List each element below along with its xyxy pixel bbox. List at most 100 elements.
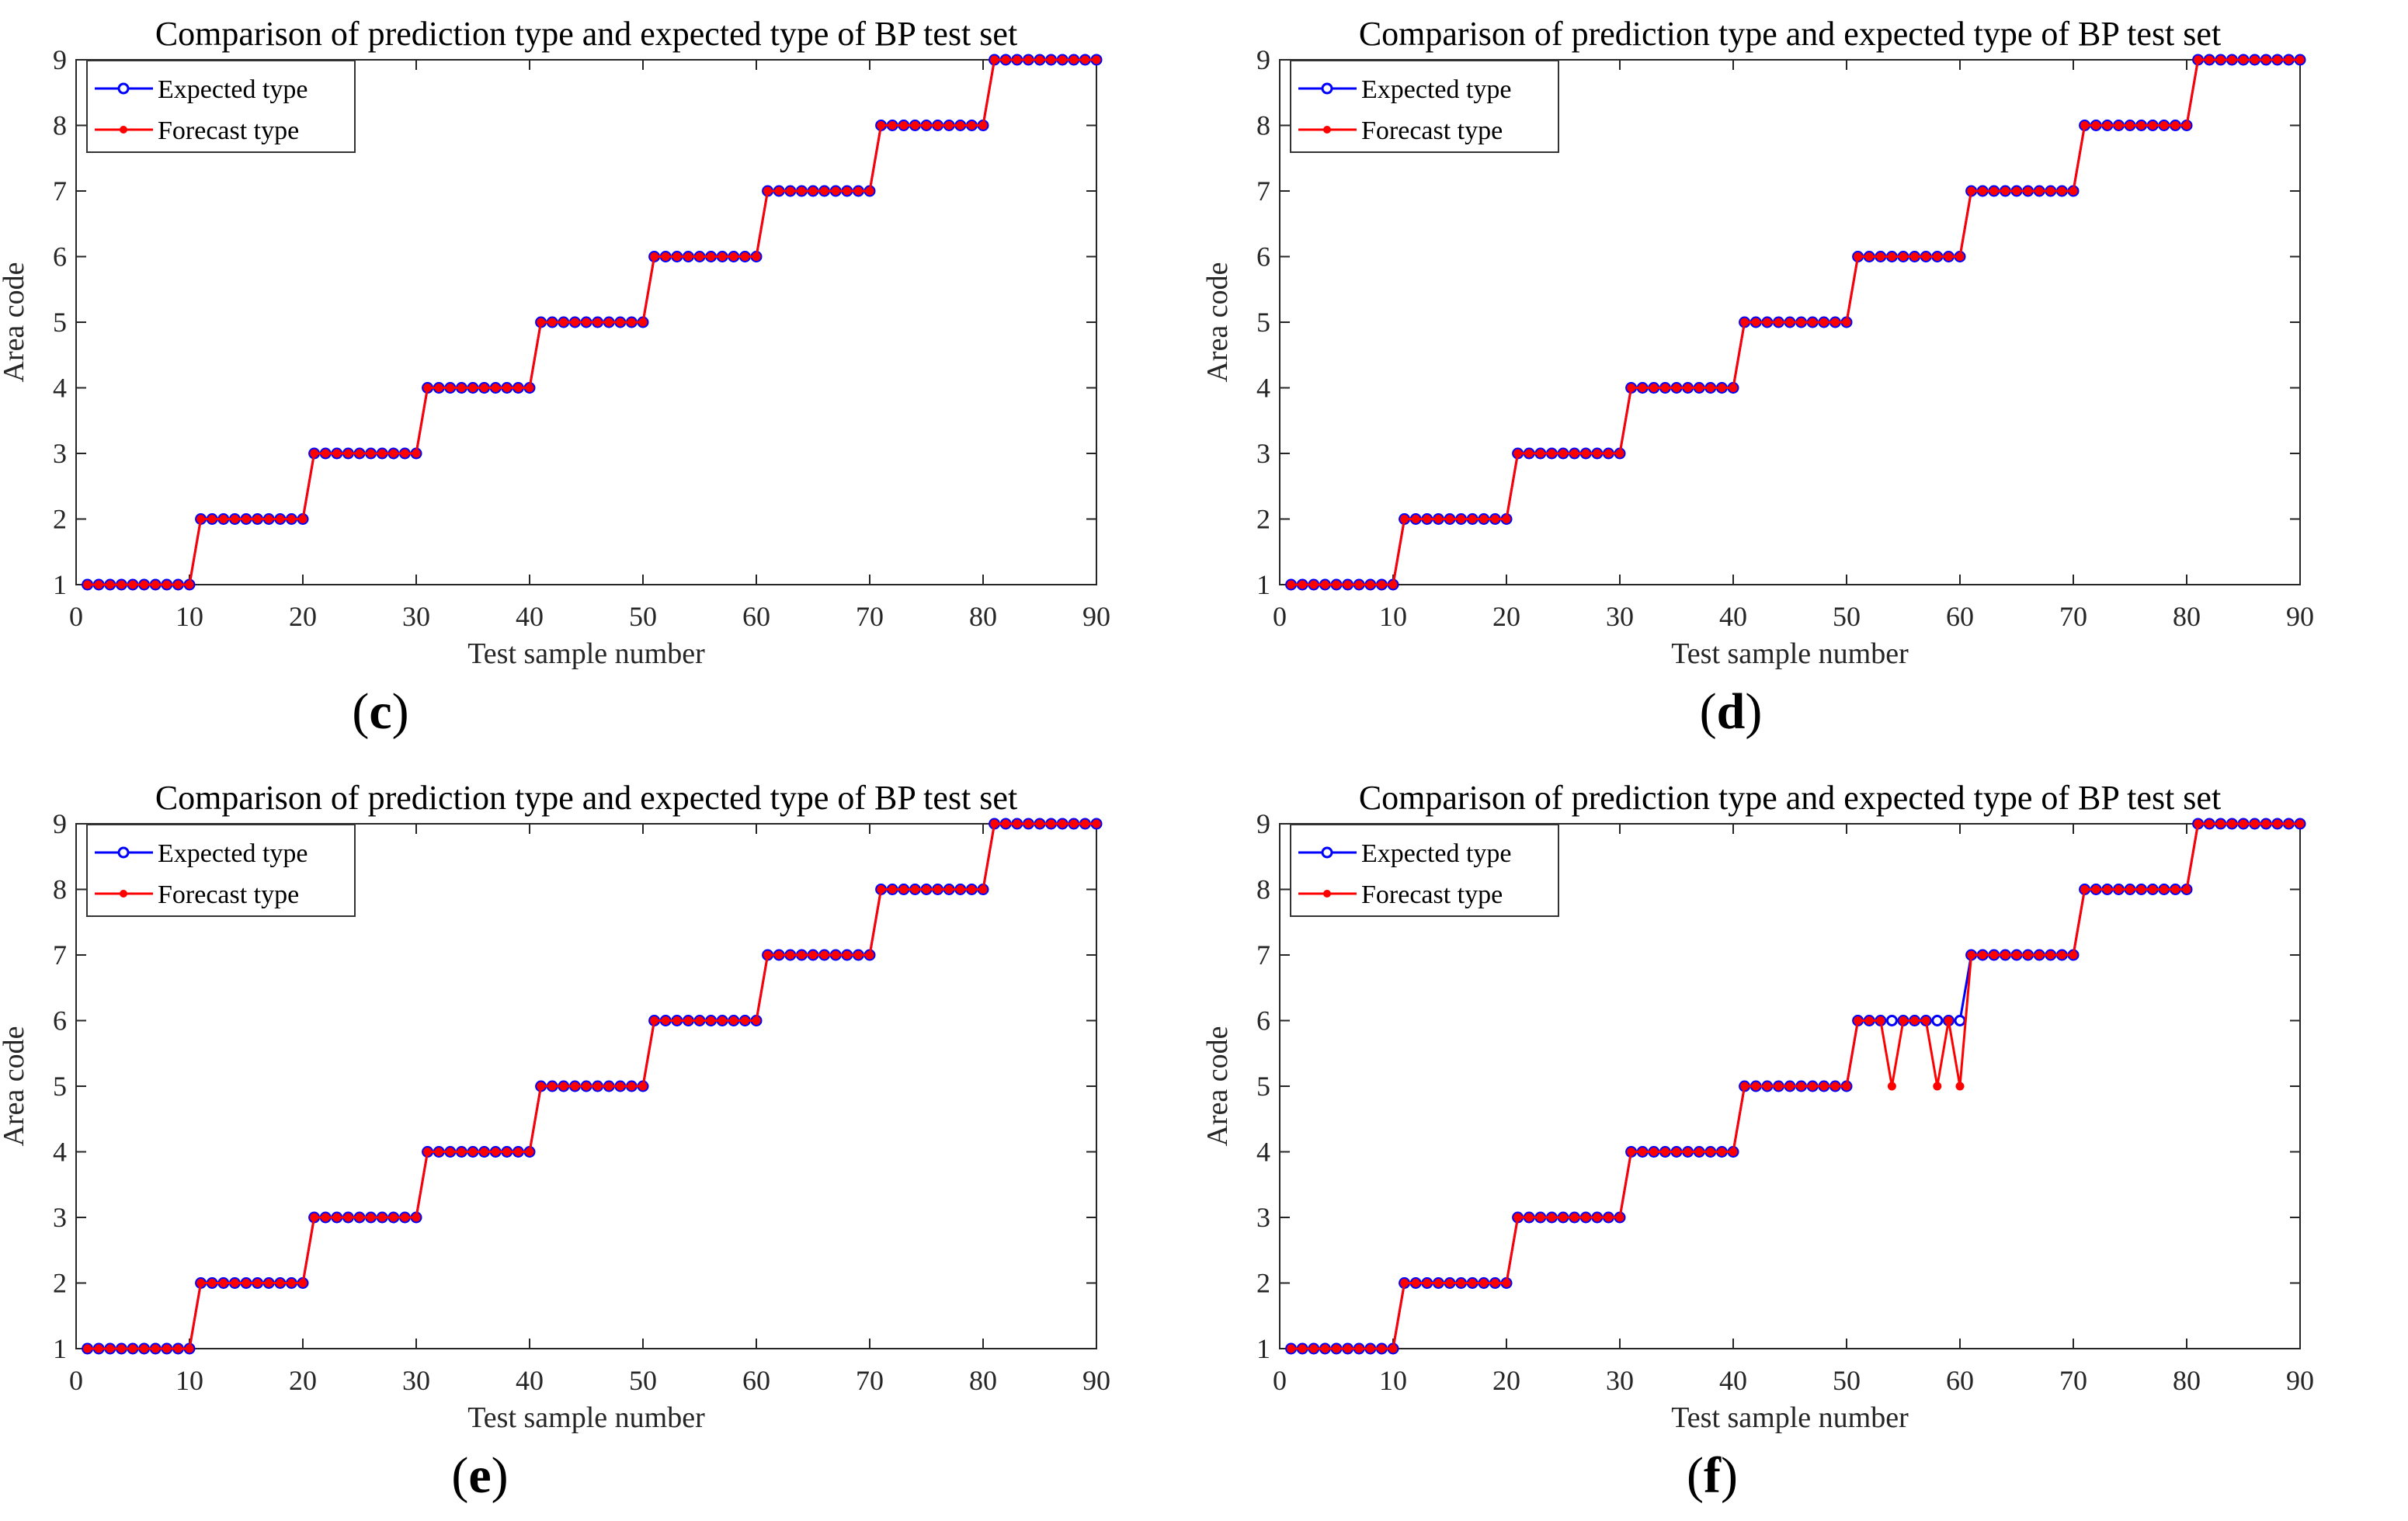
forecast-marker [1706,384,1715,392]
forecast-marker [1468,515,1477,523]
subplot-e: 0 10 20 30 40 50 60 70 80 90 1 2 3 4 5 6 7 8 9 Comparison o… [0,764,1204,1521]
forecast-marker [1649,1148,1659,1156]
y-tick-label: 9 [53,808,67,839]
forecast-marker [2091,885,2100,894]
forecast-marker [264,1279,273,1287]
forecast-marker [1751,318,1760,327]
forecast-marker [1547,1213,1556,1222]
forecast-marker [650,252,659,261]
forecast-marker [253,1279,262,1287]
sublabel-f: (f) [1687,1450,1738,1502]
forecast-marker [241,515,251,523]
forecast-marker [1899,1016,1908,1025]
forecast-marker [1672,384,1681,392]
forecast-marker [944,885,954,894]
forecast-marker [2261,55,2271,64]
forecast-marker [1047,55,1056,64]
y-tick-label: 9 [53,44,67,75]
forecast-marker [1069,55,1079,64]
forecast-marker [786,186,795,196]
legend-box [86,60,356,153]
forecast-marker [1672,1148,1681,1156]
forecast-marker [140,1344,149,1353]
forecast-marker [2057,950,2066,960]
legend-forecast-marker [1323,890,1331,898]
forecast-marker [718,252,727,261]
forecast-marker [1978,950,1987,960]
forecast-marker [1808,318,1817,327]
y-axis-label: Area code [1204,262,1234,382]
forecast-marker [1876,1016,1885,1025]
forecast-marker [627,318,636,327]
forecast-marker [1013,55,1022,64]
forecast-marker [2160,121,2169,130]
forecast-marker [1547,449,1556,458]
x-tick-label: 70 [2059,601,2087,632]
y-tick-label: 1 [53,569,67,600]
forecast-marker [1684,1148,1693,1156]
forecast-marker [2160,885,2169,894]
forecast-marker [1830,1082,1840,1091]
forecast-marker [1876,252,1885,261]
forecast-marker [910,121,919,130]
forecast-marker [990,819,999,828]
chart-title: Comparison of prediction type and expect… [155,779,1017,817]
forecast-marker [1933,1082,1942,1091]
y-tick-label: 3 [1256,1202,1270,1233]
forecast-marker [2069,186,2078,196]
forecast-marker [718,1016,727,1025]
forecast-marker [763,950,773,960]
chart-canvas: 0 10 20 30 40 50 60 70 80 90 1 2 3 4 5 6 7 8 9 Comparison o… [0,779,1110,1434]
forecast-marker [2125,121,2135,130]
x-axis-label: Test sample number [1671,637,1909,670]
forecast-marker [2182,885,2191,894]
y-tick-label: 1 [53,1333,67,1364]
x-tick-label: 70 [2059,1365,2087,1396]
legend: Expected type Forecast type [1290,60,1559,153]
forecast-marker [1445,515,1454,523]
forecast-marker [1989,950,1999,960]
expected-marker [1885,1015,1898,1026]
forecast-marker [1080,55,1089,64]
forecast-marker [185,1344,194,1353]
x-tick-label: 90 [1082,601,1110,632]
forecast-marker [1830,318,1840,327]
forecast-marker [1615,1213,1624,1222]
forecast-marker [1864,252,1874,261]
forecast-marker [570,1082,579,1091]
forecast-marker [2091,121,2100,130]
forecast-marker [207,515,217,523]
y-tick-label: 7 [1256,175,1270,207]
forecast-marker [843,186,852,196]
forecast-marker [843,950,852,960]
forecast-marker [83,580,92,589]
x-tick-label: 30 [1606,601,1634,632]
forecast-marker [1774,1082,1783,1091]
x-tick-label: 80 [2173,1365,2201,1396]
forecast-marker [276,1279,285,1287]
forecast-marker [1638,1148,1647,1156]
forecast-marker [1797,1082,1806,1091]
forecast-marker [2170,885,2180,894]
chart-canvas: 0 10 20 30 40 50 60 70 80 90 1 2 3 4 5 6 7 8 9 Comparison o… [0,15,1110,670]
forecast-marker [423,1148,433,1156]
sublabel-paren-close: ) [391,683,409,740]
chart-f: 0 10 20 30 40 50 60 70 80 90 1 2 3 4 5 6 7 8 9 Comparison o… [1201,764,2407,1447]
y-tick-label: 8 [1256,110,1270,141]
sublabel-letter: e [468,1447,492,1504]
forecast-marker [2103,121,2112,130]
chart-canvas: 0 10 20 30 40 50 60 70 80 90 1 2 3 4 5 6 7 8 9 Comparison o… [1201,15,2314,670]
legend-box [1290,824,1559,917]
y-tick-label: 4 [53,1137,67,1168]
forecast-marker [276,515,285,523]
forecast-marker [1320,1344,1329,1353]
forecast-marker [2137,121,2146,130]
forecast-marker [695,1016,704,1025]
forecast-marker [298,515,308,523]
forecast-marker [1751,1082,1760,1091]
y-tick-label: 9 [1256,44,1270,75]
forecast-marker [672,252,682,261]
forecast-marker [990,55,999,64]
y-tick-label: 3 [53,438,67,469]
forecast-marker [1842,1082,1851,1091]
